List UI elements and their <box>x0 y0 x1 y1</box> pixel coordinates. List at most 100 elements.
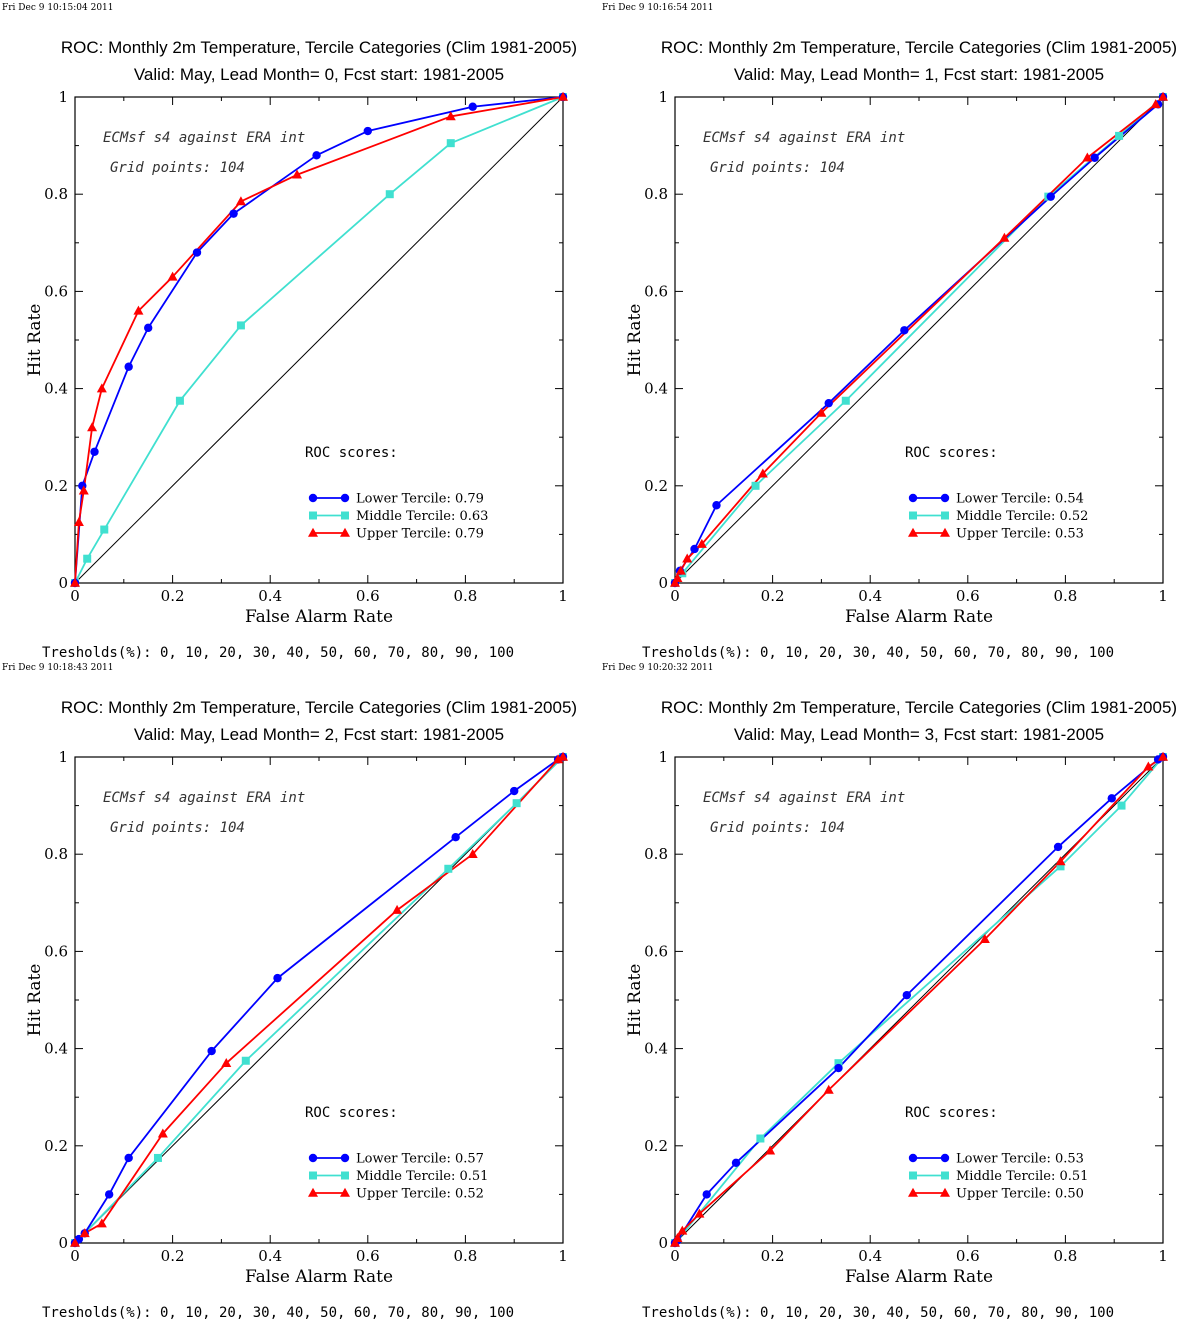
series-2-point <box>467 849 478 858</box>
x-tick-label: 0.8 <box>1053 1247 1077 1265</box>
series-2-point <box>157 1128 168 1138</box>
legend-label-0: Lower Tercile: 0.79 <box>356 492 484 507</box>
series-2-point <box>445 111 456 121</box>
series-line-0 <box>674 756 1164 1244</box>
x-tick-label: 1 <box>558 587 568 605</box>
series-2-point <box>765 1145 776 1155</box>
legend-label-2: Upper Tercile: 0.79 <box>356 527 484 542</box>
x-tick-label: 1 <box>1158 1247 1168 1265</box>
thresholds-footer: Tresholds(%): 0, 10, 20, 30, 40, 50, 60,… <box>642 645 1114 661</box>
y-tick-label: 1 <box>658 748 668 766</box>
chart-title: ROC: Monthly 2m Temperature, Tercile Cat… <box>61 38 577 57</box>
roc-panel-1: Fri Dec 9 10:16:54 2011 ROC: Monthly 2m T… <box>602 3 1177 661</box>
series-1-point <box>1117 801 1126 810</box>
series-0-point <box>900 326 909 335</box>
series-2-point <box>96 1218 107 1228</box>
legend-marker-right-1 <box>341 1171 349 1180</box>
y-tick-label: 0.4 <box>44 380 68 398</box>
timestamp: Fri Dec 9 10:18:43 2011 <box>2 663 114 673</box>
legend-label-1: Middle Tercile: 0.52 <box>956 509 1088 524</box>
series-1-point <box>834 1059 843 1068</box>
series-2-point <box>392 904 403 914</box>
x-tick-label: 0 <box>670 1247 680 1265</box>
chart-title: ROC: Monthly 2m Temperature, Tercile Cat… <box>661 38 1177 57</box>
series-1-point <box>1115 131 1124 140</box>
legend-marker-right-2 <box>940 1187 950 1197</box>
y-tick-label: 0.4 <box>644 1040 668 1058</box>
x-tick-label: 0 <box>70 587 80 605</box>
thresholds-footer: Tresholds(%): 0, 10, 20, 30, 40, 50, 60,… <box>42 645 514 661</box>
series-2-point <box>558 751 568 761</box>
series-1-point <box>175 396 184 405</box>
annotation-gridpoints: Grid points: 104 <box>110 160 245 176</box>
legend-label-1: Middle Tercile: 0.51 <box>356 1169 488 1184</box>
legend-marker-right-1 <box>341 511 349 520</box>
x-axis-label: False Alarm Rate <box>245 607 393 627</box>
series-0-point <box>1107 794 1116 803</box>
series-2-point <box>672 1232 683 1242</box>
x-tick-label: 0.2 <box>761 1247 785 1265</box>
legend-marker-right-2 <box>940 527 950 537</box>
x-tick-label: 0.8 <box>453 587 477 605</box>
x-tick-label: 1 <box>1158 587 1168 605</box>
series-0-point <box>144 323 153 333</box>
series-0-point <box>731 1158 741 1168</box>
x-axis-label: False Alarm Rate <box>845 607 993 627</box>
annotation-gridpoints: Grid points: 104 <box>110 820 245 836</box>
series-1-point <box>446 139 455 148</box>
x-tick-label: 0.6 <box>956 587 980 605</box>
timestamp: Fri Dec 9 10:20:32 2011 <box>602 663 714 673</box>
series-2-point <box>682 553 693 563</box>
series-2-point <box>670 1237 680 1247</box>
legend-marker-left-2 <box>308 1187 318 1197</box>
legend-label-1: Middle Tercile: 0.63 <box>356 509 488 524</box>
y-axis-label: Hit Rate <box>625 304 645 377</box>
x-tick-label: 0.8 <box>1053 587 1077 605</box>
no-skill-diagonal <box>674 96 1164 584</box>
series-0-point <box>1046 192 1055 201</box>
series-0-point <box>902 990 911 1000</box>
series-0-point <box>834 1063 843 1073</box>
series-2-point <box>672 572 683 582</box>
series-1-point <box>512 799 521 808</box>
y-tick-label: 0.2 <box>644 477 668 495</box>
y-tick-label: 1 <box>58 88 68 106</box>
y-tick-label: 0.6 <box>644 282 668 300</box>
series-0-point <box>690 544 699 554</box>
y-tick-label: 1 <box>658 88 668 106</box>
timestamp: Fri Dec 9 10:15:04 2011 <box>2 3 114 13</box>
series-2-point <box>1143 761 1154 771</box>
x-tick-label: 0.2 <box>161 1247 185 1265</box>
series-2-point <box>694 1208 705 1218</box>
legend-marker-left-0 <box>308 493 318 503</box>
legend-title: ROC scores: <box>305 445 398 461</box>
series-2-point <box>675 565 686 575</box>
series-2-point <box>979 934 990 944</box>
series-1-point <box>751 481 760 490</box>
legend-marker-left-2 <box>908 1187 918 1197</box>
chart-title: ROC: Monthly 2m Temperature, Tercile Cat… <box>661 698 1177 717</box>
series-0-point <box>229 209 238 218</box>
series-0-point <box>90 447 99 456</box>
annotation-source: ECMsf s4 against ERA int <box>703 130 905 146</box>
legend-label-1: Middle Tercile: 0.51 <box>956 1169 1088 1184</box>
legend-marker-left-0 <box>908 493 918 503</box>
series-2-point <box>235 196 246 206</box>
series-0-point <box>468 102 477 111</box>
legend-marker-right-2 <box>340 527 350 537</box>
series-0-point <box>451 832 460 842</box>
chart-subtitle: Valid: May, Lead Month= 1, Fcst start: 1… <box>734 65 1104 84</box>
series-2-point <box>1158 91 1168 101</box>
legend-marker-left-0 <box>908 1153 918 1163</box>
x-tick-label: 0 <box>670 587 680 605</box>
no-skill-diagonal <box>74 96 564 584</box>
series-1-point <box>83 554 92 563</box>
series-2-point <box>221 1057 232 1067</box>
legend-marker-left-1 <box>909 1171 917 1180</box>
y-tick-label: 0.8 <box>44 845 68 863</box>
y-tick-label: 0 <box>58 1234 68 1252</box>
legend-marker-right-0 <box>340 1153 350 1163</box>
series-0-point <box>363 126 372 136</box>
